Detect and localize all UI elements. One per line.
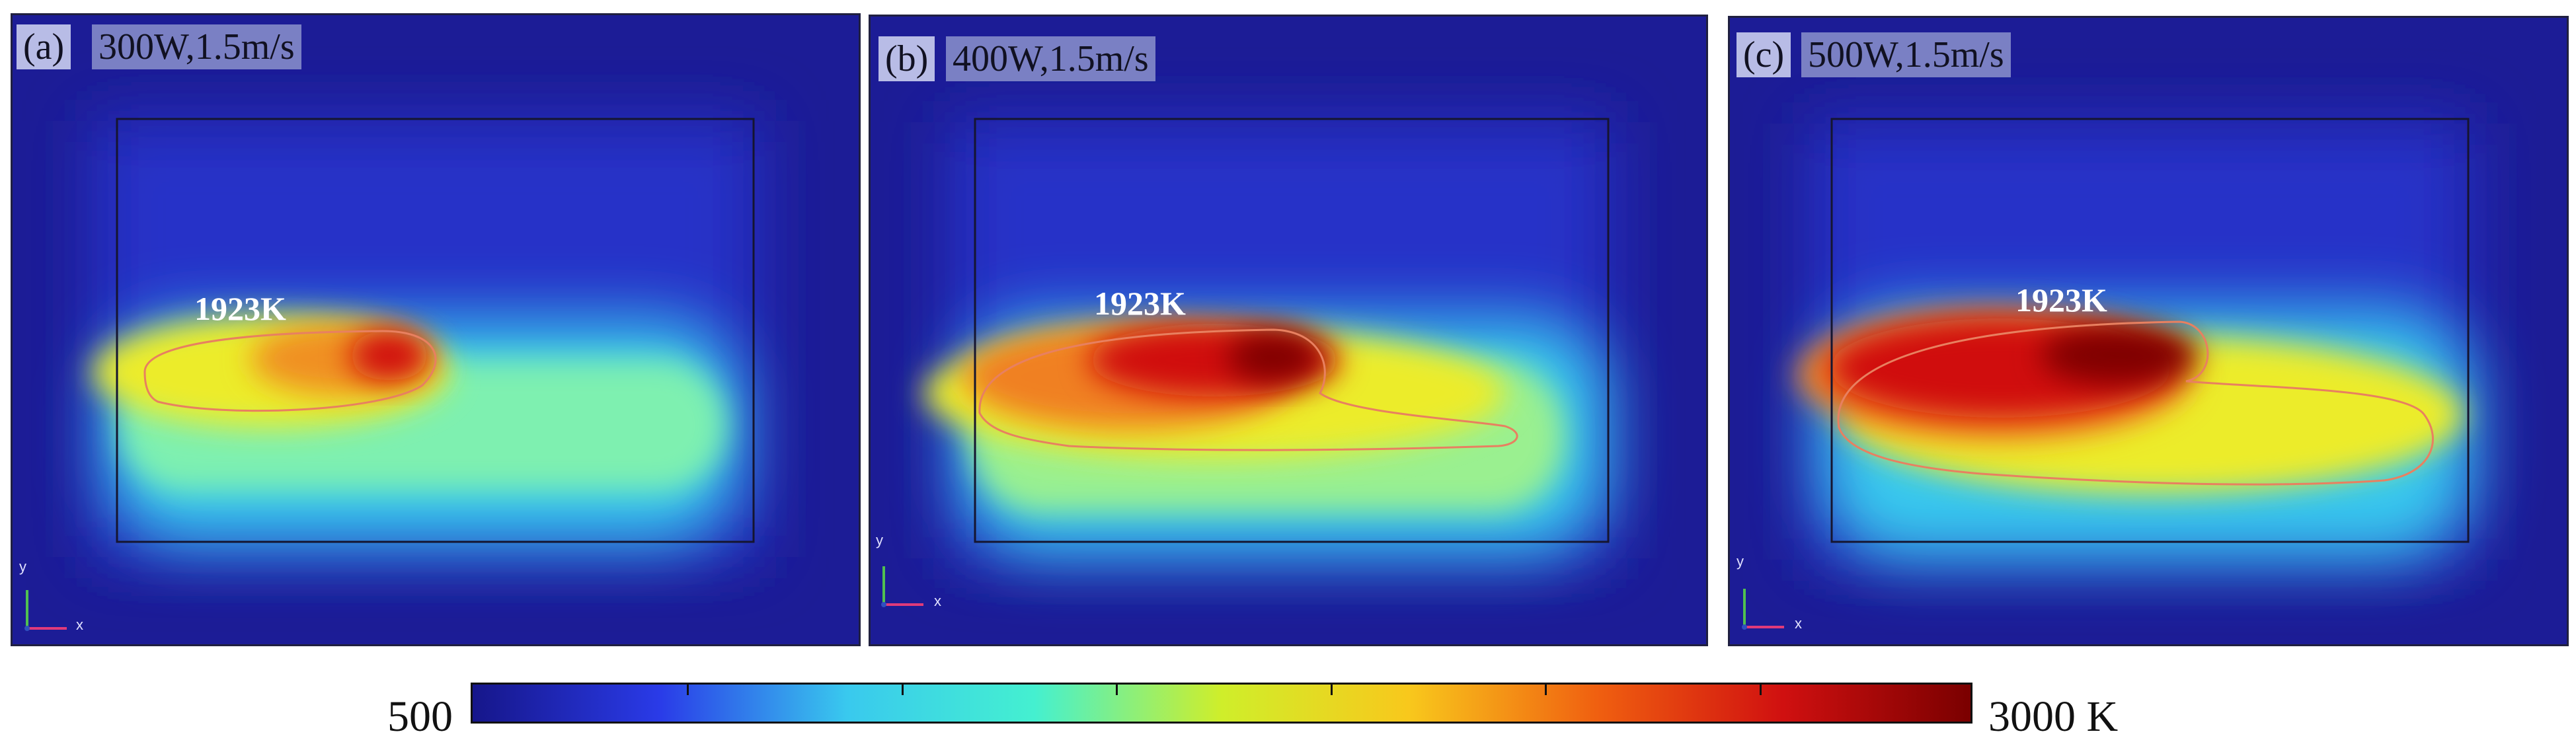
axis-x-label-b: x xyxy=(934,593,941,609)
colorbar-max-label: 3000 K xyxy=(1988,692,2119,741)
colorbar-tick xyxy=(902,685,904,695)
panel-condition-a: 300W,1.5m/s xyxy=(92,24,301,69)
panel-c: (c) 500W,1.5m/s 1923K y x xyxy=(1728,16,2569,646)
panel-condition-c: 500W,1.5m/s xyxy=(1801,32,2011,77)
panel-a: (a) 300W,1.5m/s 1923K y x xyxy=(11,13,861,646)
axis-y-label-c: y xyxy=(1737,553,1744,570)
temperature-field-b xyxy=(871,17,1706,644)
axis-y-label-b: y xyxy=(876,532,883,548)
melt-pool-contour-b xyxy=(978,328,1518,451)
colorbar-tick xyxy=(1116,685,1118,695)
colorbar-tick xyxy=(1331,685,1333,695)
colorbar xyxy=(471,683,1972,724)
axis-x-label-a: x xyxy=(76,616,83,633)
panel-letter-a: (a) xyxy=(17,24,71,69)
colorbar-min-label: 500 xyxy=(387,692,453,741)
melt-pool-contour-c xyxy=(1837,320,2434,486)
panel-letter-c: (c) xyxy=(1737,32,1791,77)
colorbar-gradient xyxy=(473,685,1971,722)
colorbar-tick xyxy=(1545,685,1547,695)
melt-pool-contour-a xyxy=(143,330,437,412)
colorbar-tick xyxy=(1760,685,1762,695)
domain-outline-a xyxy=(116,118,755,543)
temperature-field-a xyxy=(13,15,859,644)
axis-x-label-c: x xyxy=(1795,615,1802,632)
axis-y-label-a: y xyxy=(19,558,26,575)
colorbar-tick xyxy=(687,685,689,695)
temperature-field-c xyxy=(1730,18,2567,644)
panel-condition-b: 400W,1.5m/s xyxy=(946,36,1155,81)
contour-label-b: 1923K xyxy=(1094,285,1186,322)
panel-b: (b) 400W,1.5m/s 1923K y x xyxy=(869,15,1708,646)
panel-letter-b: (b) xyxy=(878,36,935,81)
domain-outline-c xyxy=(1830,118,2470,543)
contour-label-c: 1923K xyxy=(2015,281,2107,318)
domain-outline-b xyxy=(974,118,1610,543)
contour-label-a: 1923K xyxy=(194,290,286,327)
